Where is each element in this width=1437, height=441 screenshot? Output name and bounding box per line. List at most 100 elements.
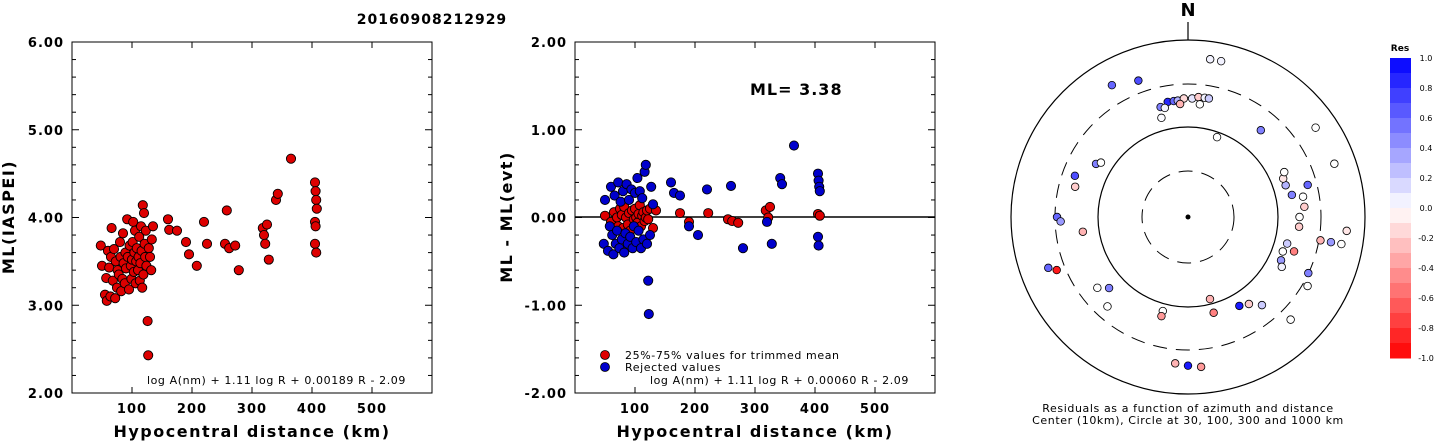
data-point	[608, 249, 619, 260]
polar-circle-100km	[1097, 126, 1279, 308]
panel2-formula: log A(nm) + 1.11 log R + 0.00060 R - 2.0…	[650, 374, 909, 387]
station-point	[1244, 299, 1254, 309]
data-point	[201, 238, 213, 249]
colorbar-title: Res	[1391, 44, 1409, 54]
colorbar-cell	[1390, 118, 1411, 134]
y-tick-label: 0.00	[531, 212, 567, 227]
y-tick-label: 4.00	[28, 212, 64, 227]
data-point	[674, 208, 686, 219]
x-tick-label: 200	[177, 402, 207, 417]
colorbar-cell	[1390, 133, 1411, 149]
data-point	[814, 210, 825, 221]
station-point	[1093, 283, 1102, 293]
data-point	[258, 229, 270, 241]
station-point	[1052, 265, 1061, 275]
y-tick-label: 1.00	[531, 124, 567, 139]
station-point	[1205, 55, 1215, 64]
y-tick-label: -1.00	[525, 299, 567, 314]
station-point	[1196, 362, 1206, 372]
data-point	[230, 240, 241, 251]
data-point	[637, 193, 648, 204]
data-point	[191, 260, 202, 271]
polar-circle-1000km	[1010, 39, 1366, 395]
colorbar-tick-label: -0.6	[1418, 294, 1434, 303]
station-point	[1280, 167, 1289, 177]
data-point	[162, 214, 174, 225]
panel2-ml-annotation: ML= 3.38	[750, 80, 843, 99]
colorbar-tick-label: 1.0	[1420, 54, 1433, 63]
polar-caption-line2: Center (10km), Circle at 30, 100, 300 an…	[1032, 414, 1344, 427]
data-point	[643, 308, 654, 320]
colorbar-tick-label: 0.4	[1420, 144, 1433, 153]
colorbar-cell	[1390, 88, 1411, 104]
station-point	[1294, 222, 1304, 231]
polar-station-points	[1044, 55, 1351, 372]
panel1-ticks: 100 200 300 400 500 2.00 3.00 4.00 5.00 6.00	[28, 36, 432, 417]
data-point	[138, 208, 150, 219]
data-point	[146, 234, 157, 245]
legend-marker-trimmed	[600, 350, 610, 360]
x-tick-label: 500	[860, 402, 890, 417]
x-tick-label: 500	[357, 402, 387, 417]
data-point	[272, 188, 283, 199]
data-point	[137, 282, 148, 293]
station-point	[1104, 283, 1114, 293]
data-point	[764, 201, 776, 213]
station-point	[1298, 192, 1308, 201]
colorbar-cell	[1390, 103, 1411, 119]
colorbar-cell	[1390, 253, 1411, 269]
station-point	[1044, 263, 1053, 273]
data-point	[632, 172, 643, 184]
station-point	[1107, 80, 1117, 90]
data-point	[95, 240, 106, 251]
station-point	[1342, 226, 1351, 236]
station-point	[1212, 132, 1222, 142]
colorbar-cell	[1390, 163, 1411, 179]
data-point	[692, 229, 704, 241]
data-point	[108, 244, 120, 255]
data-point	[812, 231, 824, 242]
data-point	[311, 203, 322, 214]
legend-marker-rejected	[600, 362, 610, 372]
y-tick-label: 6.00	[28, 36, 64, 51]
data-point	[117, 228, 129, 239]
colorbar-cell	[1390, 208, 1411, 224]
colorbar-cell	[1390, 283, 1411, 299]
colorbar-tick-label: 0.8	[1420, 84, 1433, 93]
station-point	[1326, 238, 1336, 247]
station-point	[1287, 190, 1297, 200]
station-point	[1256, 126, 1266, 135]
station-point	[1070, 171, 1080, 181]
data-point	[725, 180, 737, 191]
station-point	[1316, 236, 1325, 245]
x-tick-label: 400	[800, 402, 830, 417]
data-point	[640, 159, 651, 170]
data-point	[311, 247, 322, 258]
station-point	[1289, 247, 1299, 256]
data-point	[123, 284, 135, 295]
station-point	[1134, 76, 1143, 85]
colorbar-cell	[1390, 268, 1411, 284]
data-point	[221, 205, 232, 216]
x-tick-label: 300	[740, 402, 770, 417]
station-point	[1056, 217, 1065, 226]
station-point	[1337, 239, 1346, 249]
station-point	[1078, 227, 1088, 236]
data-point	[134, 231, 145, 242]
legend-label-trimmed: 25%-75% values for trimmed mean	[625, 349, 840, 362]
panel2-xlabel: Hypocentral distance (km)	[616, 422, 893, 441]
data-point	[766, 238, 777, 249]
colorbar-cell	[1390, 298, 1411, 314]
station-point	[1235, 301, 1244, 311]
colorbar-cell	[1390, 343, 1411, 359]
data-point	[106, 222, 117, 234]
data-point	[138, 269, 149, 280]
station-point	[1209, 308, 1218, 317]
data-point	[788, 140, 800, 151]
data-point	[643, 214, 654, 225]
station-point	[1096, 158, 1106, 167]
station-point	[1286, 315, 1295, 324]
x-tick-label: 400	[297, 402, 327, 417]
y-tick-label: -2.00	[525, 387, 567, 402]
data-point	[260, 238, 271, 249]
